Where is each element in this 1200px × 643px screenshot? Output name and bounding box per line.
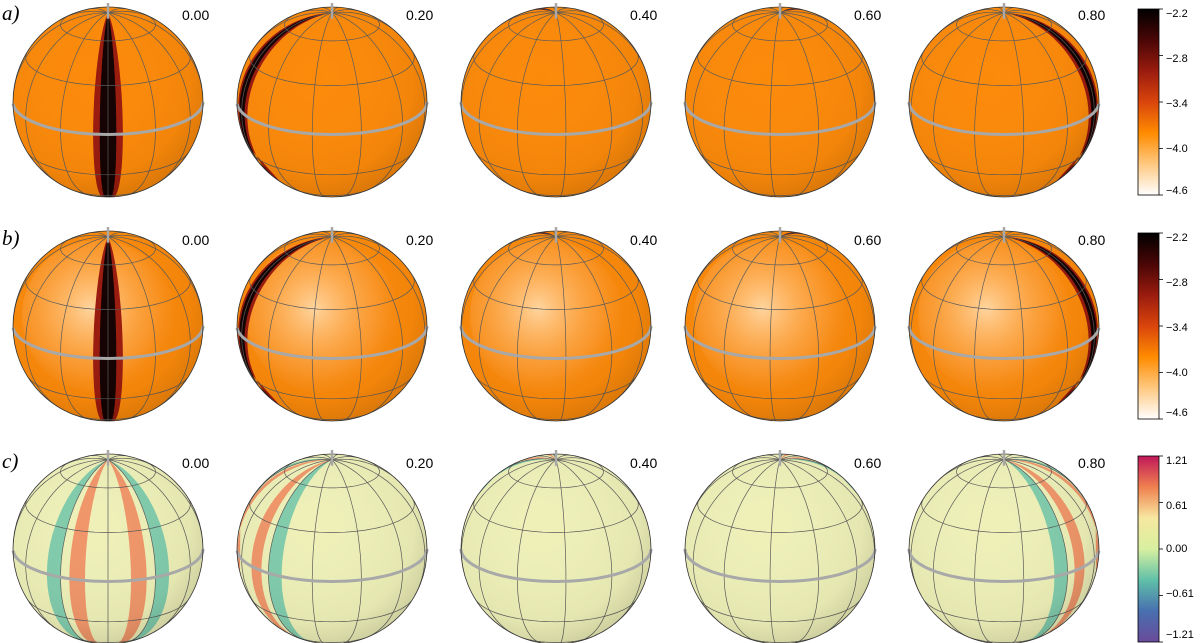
equator-line: [683, 548, 877, 584]
sphere-b-4: [907, 227, 1101, 422]
equator-line: [459, 548, 653, 584]
colorbar-c-tick-3: −0.61: [1166, 588, 1194, 600]
sphere-c-4: [907, 450, 1101, 643]
sphere-b-2: [459, 227, 653, 422]
phase-label-c-2: 0.40: [630, 455, 657, 471]
colorbar-c: [1137, 455, 1160, 643]
phase-label-a-4: 0.80: [1078, 7, 1105, 23]
equator-line: [11, 548, 205, 583]
equator-line: [11, 325, 205, 360]
sphere-b-3: [683, 227, 877, 422]
equator-line: [11, 101, 205, 136]
colorbar-b-tick-2: −3.4: [1166, 322, 1188, 334]
sphere-c-0: [11, 450, 205, 643]
phase-label-b-2: 0.40: [630, 232, 657, 248]
colorbar-b: [1137, 232, 1160, 420]
phase-label-c-0: 0.00: [182, 455, 209, 471]
phase-label-b-3: 0.60: [854, 232, 881, 248]
sphere-a-1: [235, 3, 429, 198]
sphere-b-0: [11, 227, 205, 422]
colorbar-c-tick-0: 1.21: [1166, 455, 1187, 467]
row-label-c: c): [2, 449, 18, 473]
colorbar-a-tick-0: −2.2: [1166, 8, 1188, 20]
colorbars-layer: [1137, 8, 1163, 643]
phase-label-a-2: 0.40: [630, 7, 657, 23]
phase-label-c-1: 0.20: [406, 455, 433, 471]
row-label-b: b): [2, 226, 20, 250]
equator-line: [459, 325, 653, 361]
phase-label-b-1: 0.20: [406, 232, 433, 248]
sphere-b-1: [235, 227, 429, 422]
colorbar-b-tick-1: −2.8: [1166, 277, 1188, 289]
phase-label-a-3: 0.60: [854, 7, 881, 23]
equator-line: [459, 101, 653, 137]
sphere-c-1: [235, 450, 429, 643]
colorbar-a-tick-4: −4.6: [1166, 185, 1188, 197]
colorbar-b-tick-4: −4.6: [1166, 407, 1188, 419]
equator-line: [683, 101, 877, 137]
colorbar-a: [1137, 8, 1160, 196]
row-label-a: a): [2, 1, 20, 25]
phase-label-a-1: 0.20: [406, 7, 433, 23]
sphere-a-4: [907, 3, 1101, 198]
colorbar-a-tick-1: −2.8: [1166, 53, 1188, 65]
colorbar-b-tick-0: −2.2: [1166, 232, 1188, 244]
colorbar-a-tick-2: −3.4: [1166, 98, 1188, 110]
colorbar-a-tick-3: −4.0: [1166, 143, 1188, 155]
sphere-c-3: [683, 450, 877, 643]
sphere-a-0: [11, 3, 205, 198]
phase-label-a-0: 0.00: [182, 7, 209, 23]
phase-label-b-4: 0.80: [1078, 232, 1105, 248]
phase-label-c-3: 0.60: [854, 455, 881, 471]
phase-label-b-0: 0.00: [182, 232, 209, 248]
sphere-a-3: [683, 3, 877, 198]
sphere-a-2: [459, 3, 653, 198]
colorbar-c-tick-2: 0.00: [1166, 543, 1187, 555]
phase-label-c-4: 0.80: [1078, 455, 1105, 471]
sphere-c-2: [459, 450, 653, 643]
colorbar-c-tick-1: 0.61: [1166, 500, 1187, 512]
colorbar-b-tick-3: −4.0: [1166, 367, 1188, 379]
colorbar-c-tick-4: −1.21: [1166, 629, 1194, 641]
spheres-layer: [11, 3, 1101, 643]
equator-line: [683, 325, 877, 361]
